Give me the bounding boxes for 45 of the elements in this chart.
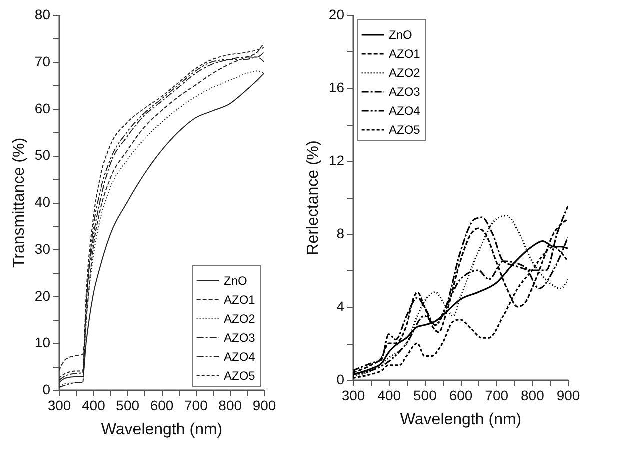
y-tick-label: 12 — [328, 152, 345, 168]
legend-label: ZnO — [224, 274, 248, 288]
x-tick-label: 300 — [48, 398, 72, 414]
legend-label: ZnO — [389, 28, 412, 42]
y-tick-label: 50 — [34, 147, 51, 164]
x-tick-label: 500 — [116, 398, 140, 414]
legend-label: AZO1 — [389, 47, 421, 61]
legend-label: AZO3 — [389, 85, 421, 99]
legend-label: AZO5 — [389, 123, 421, 137]
x-tick-label: 800 — [520, 388, 545, 404]
x-tick-label: 600 — [449, 388, 473, 404]
y-tick-label: 0 — [42, 382, 51, 398]
y-axis-title: Rerlectance (%) — [304, 140, 322, 256]
y-axis-title: Transmittance (%) — [10, 138, 28, 268]
y-tick-label: 20 — [328, 6, 345, 22]
y-tick-label: 70 — [34, 53, 51, 70]
legend-label: AZO2 — [224, 312, 256, 326]
legend-label: AZO4 — [224, 350, 256, 364]
x-tick-label: 400 — [378, 388, 402, 404]
legend-label: AZO5 — [224, 369, 256, 383]
legend-label: AZO4 — [389, 104, 421, 118]
x-tick-label: 300 — [342, 388, 366, 404]
y-tick-label: 8 — [336, 226, 345, 242]
y-tick-label: 0 — [336, 372, 345, 388]
x-tick-label: 900 — [556, 388, 580, 404]
y-tick-label: 10 — [34, 334, 51, 351]
legend-label: AZO1 — [224, 293, 256, 307]
y-tick-label: 30 — [34, 240, 51, 257]
y-tick-label: 80 — [34, 6, 51, 22]
x-axis-title: Wavelength (nm) — [400, 412, 522, 428]
legend-label: AZO3 — [224, 331, 256, 345]
x-tick-label: 800 — [218, 398, 242, 414]
x-tick-label: 700 — [184, 398, 208, 414]
x-tick-label: 500 — [413, 388, 438, 404]
y-tick-label: 40 — [34, 194, 51, 210]
y-tick-label: 20 — [34, 288, 51, 304]
y-tick-label: 16 — [328, 80, 345, 96]
x-tick-label: 400 — [82, 398, 106, 414]
x-tick-label: 700 — [485, 388, 509, 404]
legend-label: AZO2 — [389, 66, 421, 80]
x-tick-label: 600 — [150, 398, 174, 414]
y-tick-label: 60 — [34, 100, 51, 116]
x-axis-title: Wavelength (nm) — [101, 422, 223, 438]
y-tick-label: 4 — [336, 298, 345, 314]
x-tick-label: 900 — [252, 398, 276, 414]
